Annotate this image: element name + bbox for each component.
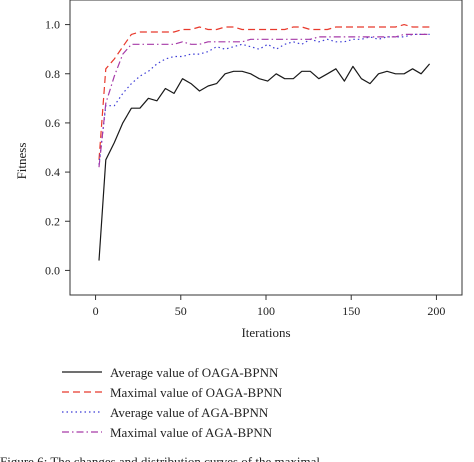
x-tick-label: 150 [342, 304, 360, 318]
series-line-4 [98, 33, 430, 168]
plot-area [69, 0, 463, 296]
x-tick-label: 0 [93, 304, 99, 318]
x-tick-label: 200 [427, 304, 445, 318]
chart: 0 50 100 150 200 0.0 0.2 0.4 0.6 0.8 1.0 Fitness I… [14, 0, 463, 440]
x-axis-title: Iterations [241, 325, 290, 340]
legend-label: Average value of OAGA-BPNN [110, 365, 279, 380]
legend-label: Maximal value of OAGA-BPNN [110, 385, 283, 400]
y-tick-label: 0.6 [45, 116, 60, 130]
y-tick-label: 0.2 [45, 214, 60, 228]
legend-label: Average value of AGA-BPNN [110, 405, 269, 420]
figure-caption: Figure 6: The changes and distribution c… [0, 454, 320, 462]
y-axis-title: Fitness [14, 143, 29, 180]
y-tick-label: 1.0 [45, 18, 60, 32]
x-tick-label: 50 [175, 304, 187, 318]
series-line-3 [98, 33, 430, 165]
series-line-2 [98, 24, 430, 160]
y-tick-label: 0.0 [45, 263, 60, 277]
y-tick-label: 0.8 [45, 67, 60, 81]
y-tick-label: 0.4 [45, 165, 60, 179]
legend: Average value of OAGA-BPNN Maximal value … [62, 365, 283, 440]
legend-label: Maximal value of AGA-BPNN [110, 425, 273, 440]
series-line-1 [98, 63, 431, 261]
x-tick-label: 100 [257, 304, 275, 318]
